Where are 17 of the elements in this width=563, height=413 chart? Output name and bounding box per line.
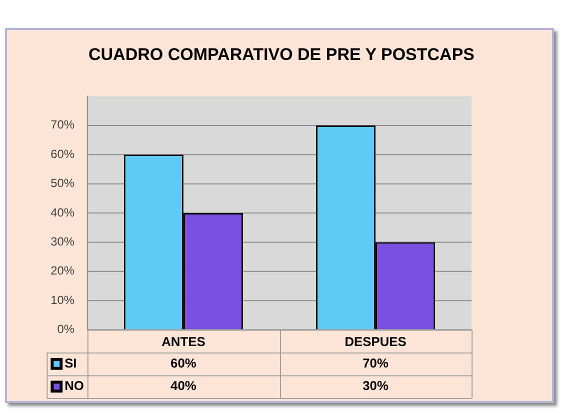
legend-label: SI [64,355,77,370]
x-tick-label: DESPUES [344,334,407,349]
y-tick-label: 70% [50,118,75,132]
y-tick-label: 50% [50,176,75,190]
legend-label: NO [64,378,84,394]
data-label: 70% [362,355,389,370]
y-tick-label: 60% [50,146,75,161]
y-tick-label: 30% [50,234,75,248]
y-tick-label: 40% [50,205,75,220]
y-tick-label: 20% [50,264,75,278]
x-tick-label: ANTES [162,334,206,349]
y-tick-label: 10% [50,292,75,307]
data-label: 60% [170,355,197,370]
data-label: 30% [362,378,389,394]
chart-title: CUADRO COMPARATIVO DE PRE Y POSTCAPS [88,44,474,66]
data-label: 40% [170,378,197,394]
y-tick-label: 0% [57,322,75,336]
